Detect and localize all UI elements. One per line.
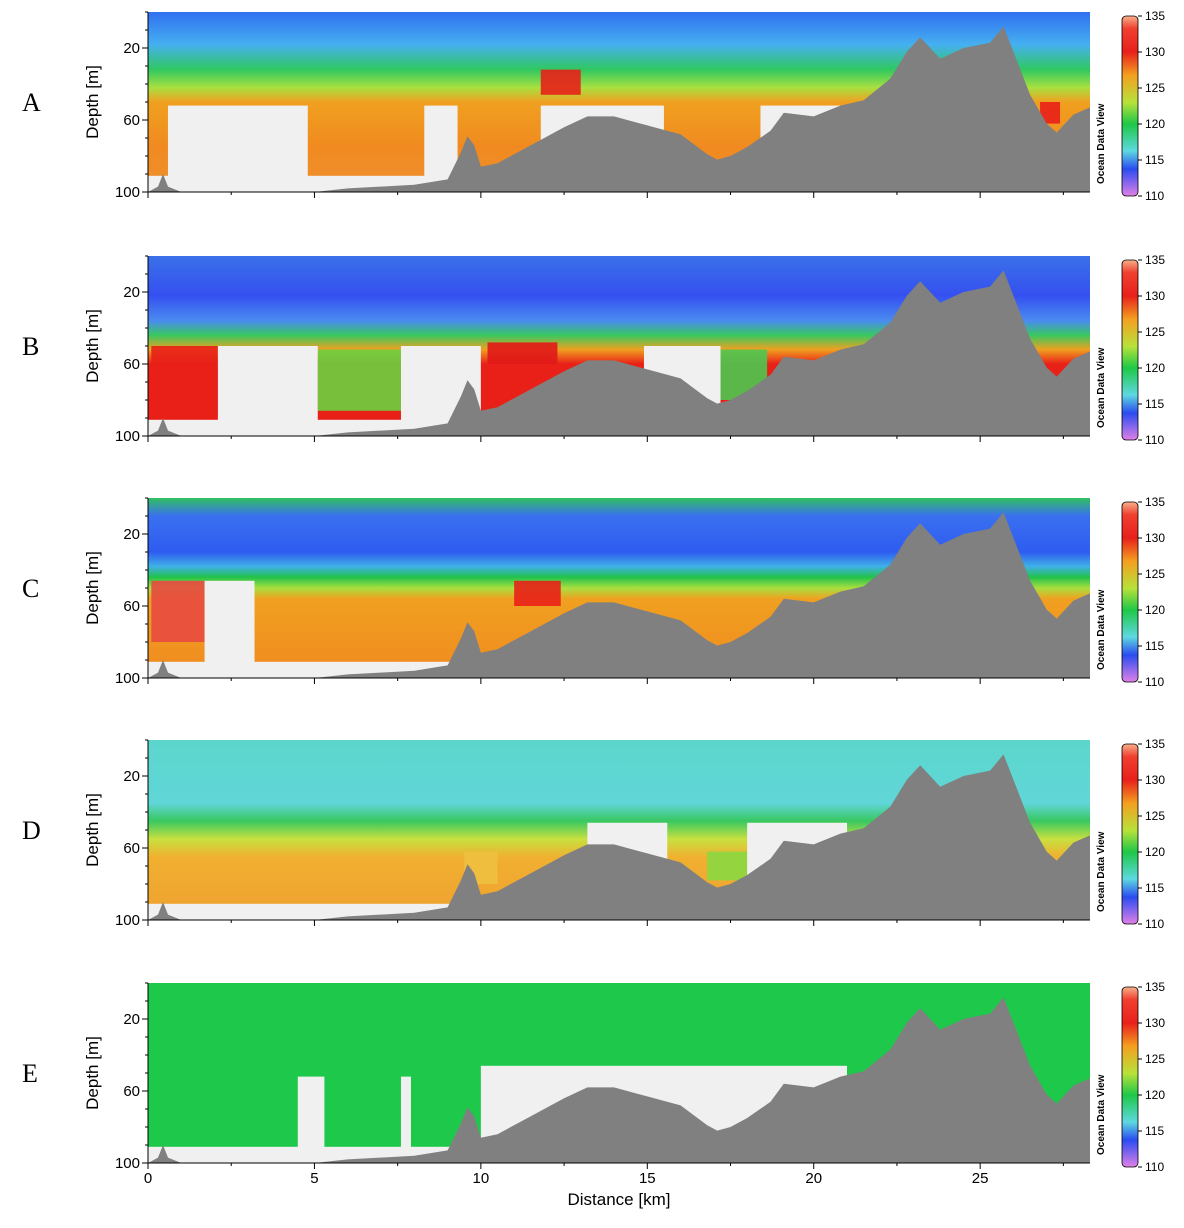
colorbar-tick-label: 130 bbox=[1145, 289, 1165, 303]
colorbar-tick-label: 120 bbox=[1145, 1088, 1165, 1102]
colorbar bbox=[1121, 501, 1139, 683]
colorbar-tick-label: 130 bbox=[1145, 773, 1165, 787]
y-tick-label: 60 bbox=[123, 1083, 140, 1100]
y-tick-label: 60 bbox=[123, 840, 140, 857]
y-axis-title: Depth [m] bbox=[83, 1036, 102, 1110]
seafloor-bathymetry bbox=[148, 997, 1090, 1163]
seafloor-bathymetry bbox=[148, 754, 1090, 920]
seafloor-bathymetry bbox=[148, 26, 1090, 193]
colorbar-tick-label: 135 bbox=[1145, 980, 1165, 994]
panel-C: 20 60 100 Depth [m] C Ocean Data View 135 130 12… bbox=[22, 495, 1165, 689]
colorbar-tick-label: 120 bbox=[1145, 117, 1165, 131]
colorbar bbox=[1121, 15, 1139, 197]
watermark: Ocean Data View bbox=[1096, 347, 1107, 428]
x-tick-label: 20 bbox=[805, 1170, 822, 1187]
y-axis-title: Depth [m] bbox=[83, 309, 102, 383]
y-tick-label: 20 bbox=[123, 40, 140, 57]
panel-label: A bbox=[22, 88, 41, 117]
y-tick-label: 20 bbox=[123, 768, 140, 785]
colorbar-tick-label: 115 bbox=[1145, 1124, 1164, 1138]
y-tick-label: 20 bbox=[123, 526, 140, 543]
y-tick-label: 60 bbox=[123, 112, 140, 129]
colorbar-tick-label: 125 bbox=[1145, 81, 1165, 95]
water-mass-patch bbox=[1040, 102, 1061, 124]
colorbar-tick-label: 110 bbox=[1145, 917, 1164, 931]
water-mass-patch bbox=[707, 851, 748, 881]
water-mass-patch bbox=[514, 580, 561, 606]
watermark: Ocean Data View bbox=[1096, 1074, 1107, 1155]
x-axis-title: Distance [km] bbox=[568, 1190, 671, 1209]
colorbar bbox=[1121, 743, 1139, 925]
y-tick-label: 100 bbox=[115, 1155, 140, 1172]
y-tick-label: 20 bbox=[123, 1011, 140, 1028]
colorbar-tick-label: 125 bbox=[1145, 325, 1165, 339]
colorbar bbox=[1121, 259, 1139, 441]
colorbar-tick-label: 125 bbox=[1145, 567, 1165, 581]
y-tick-label: 60 bbox=[123, 356, 140, 373]
colorbar-tick-label: 120 bbox=[1145, 845, 1165, 859]
colorbar-tick-label: 135 bbox=[1145, 9, 1165, 23]
water-mass-patch bbox=[540, 69, 581, 95]
colorbar-tick-label: 115 bbox=[1145, 397, 1164, 411]
colorbar-tick-label: 135 bbox=[1145, 737, 1165, 751]
colorbar bbox=[1121, 986, 1139, 1168]
colorbar-tick-label: 135 bbox=[1145, 495, 1165, 509]
colorbar-tick-label: 120 bbox=[1145, 603, 1165, 617]
x-tick-label: 0 bbox=[144, 1170, 152, 1187]
panel-label: E bbox=[22, 1059, 38, 1088]
seafloor-bathymetry bbox=[148, 512, 1090, 678]
y-tick-label: 100 bbox=[115, 912, 140, 929]
colorbar-tick-label: 125 bbox=[1145, 809, 1165, 823]
x-tick-label: 10 bbox=[473, 1170, 490, 1187]
watermark: Ocean Data View bbox=[1096, 589, 1107, 670]
panel-label: B bbox=[22, 332, 39, 361]
colorbar-tick-label: 135 bbox=[1145, 253, 1165, 267]
water-mass-patch bbox=[151, 346, 218, 411]
colorbar-tick-label: 130 bbox=[1145, 531, 1165, 545]
y-tick-label: 100 bbox=[115, 428, 140, 445]
colorbar-tick-label: 130 bbox=[1145, 45, 1165, 59]
y-tick-label: 20 bbox=[123, 284, 140, 301]
colorbar-tick-label: 110 bbox=[1145, 1160, 1164, 1174]
water-mass-patch bbox=[151, 580, 205, 642]
y-tick-label: 100 bbox=[115, 670, 140, 687]
no-data-region bbox=[400, 1076, 411, 1163]
colorbar-tick-label: 115 bbox=[1145, 881, 1164, 895]
colorbar-tick-label: 130 bbox=[1145, 1016, 1165, 1030]
x-tick-label: 5 bbox=[310, 1170, 318, 1187]
colorbar-tick-label: 115 bbox=[1145, 153, 1164, 167]
colorbar-tick-label: 110 bbox=[1145, 675, 1164, 689]
water-mass-patch bbox=[317, 349, 401, 411]
y-axis-title: Depth [m] bbox=[83, 793, 102, 867]
y-tick-label: 100 bbox=[115, 184, 140, 201]
colorbar-tick-label: 120 bbox=[1145, 361, 1165, 375]
x-tick-label: 15 bbox=[639, 1170, 656, 1187]
panel-label: C bbox=[22, 574, 39, 603]
colorbar-tick-label: 110 bbox=[1145, 189, 1164, 203]
panel-A: 20 60 100 Depth [m] A Ocean Data View 135 130 12… bbox=[22, 9, 1165, 203]
watermark: Ocean Data View bbox=[1096, 103, 1107, 184]
y-axis-title: Depth [m] bbox=[83, 65, 102, 139]
colorbar-tick-label: 125 bbox=[1145, 1052, 1165, 1066]
x-tick-label: 25 bbox=[972, 1170, 989, 1187]
y-axis-title: Depth [m] bbox=[83, 551, 102, 625]
seafloor-bathymetry bbox=[148, 270, 1090, 436]
watermark: Ocean Data View bbox=[1096, 831, 1107, 912]
water-mass-patch bbox=[487, 342, 558, 364]
colorbar-tick-label: 110 bbox=[1145, 433, 1164, 447]
panel-D: 20 60 100 Depth [m] D Ocean Data View 135 130 12… bbox=[22, 737, 1165, 931]
panel-label: D bbox=[22, 816, 41, 845]
y-tick-label: 60 bbox=[123, 598, 140, 615]
colorbar-tick-label: 115 bbox=[1145, 639, 1164, 653]
panel-B: 20 60 100 Depth [m] B Ocean Data View 135 130 12… bbox=[22, 253, 1165, 447]
